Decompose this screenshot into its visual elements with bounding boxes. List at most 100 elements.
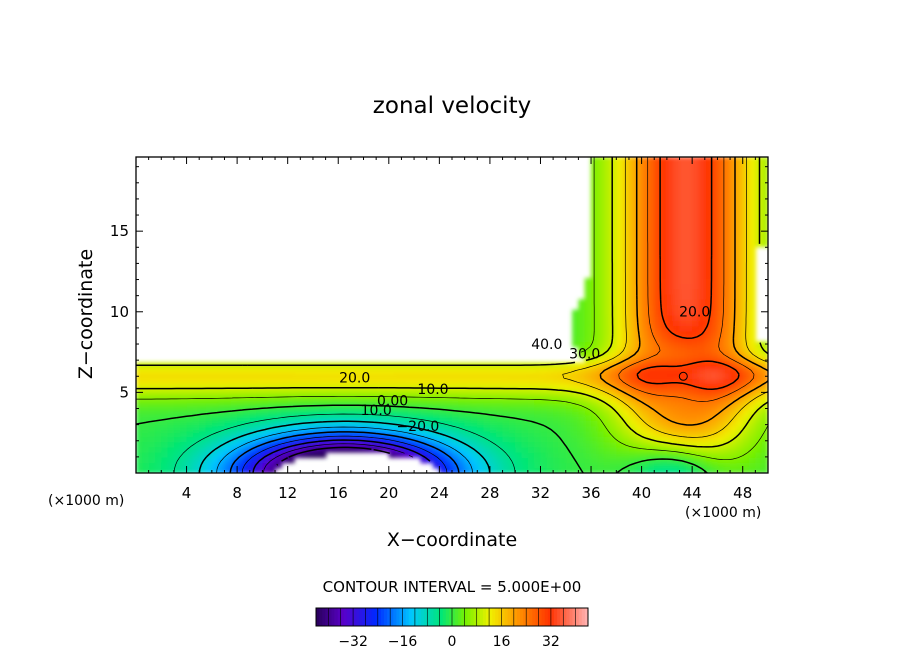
field-cell <box>755 367 763 374</box>
field-cell <box>749 293 757 300</box>
field-cell <box>565 446 573 453</box>
field-cell <box>635 367 643 374</box>
field-cell <box>622 372 630 379</box>
field-cell <box>154 415 162 422</box>
field-cell <box>256 383 264 390</box>
colorbar-swatch <box>504 608 509 626</box>
field-cell <box>167 409 175 416</box>
colorbar-swatch <box>560 608 564 626</box>
field-cell <box>749 325 757 332</box>
field-cell <box>660 183 668 190</box>
field-cell <box>610 157 618 163</box>
colorbar-swatch <box>544 608 549 626</box>
field-cell <box>224 420 232 427</box>
colorbar-tick-labels: −32 −16 0 16 32 <box>338 634 559 650</box>
field-cell <box>331 388 339 395</box>
field-cell <box>704 357 712 364</box>
field-cell <box>502 383 510 390</box>
field-cell <box>578 336 586 343</box>
field-cell <box>388 399 396 406</box>
field-cell <box>344 383 352 390</box>
field-cell <box>508 378 516 385</box>
field-cell <box>559 451 567 458</box>
field-cell <box>559 404 567 411</box>
field-cell <box>749 304 757 311</box>
field-cell <box>685 425 693 432</box>
field-cell <box>256 415 264 422</box>
field-cell <box>685 257 693 264</box>
field-cell <box>635 309 643 316</box>
field-cell <box>186 441 194 448</box>
field-cell <box>603 167 611 174</box>
field-cell <box>477 394 485 400</box>
field-cell <box>350 430 358 437</box>
colorbar-swatch <box>572 608 577 626</box>
field-cell <box>635 283 643 290</box>
field-cell <box>654 178 662 185</box>
field-cell <box>483 399 491 406</box>
colorbar-swatch <box>448 608 453 626</box>
field-cell <box>433 451 441 458</box>
field-cell <box>616 220 624 227</box>
field-cell <box>489 457 497 464</box>
field-cell <box>635 446 643 453</box>
field-cell <box>610 251 618 258</box>
field-cell <box>211 399 219 406</box>
field-cell <box>477 425 485 432</box>
field-cell <box>584 362 592 369</box>
field-cell <box>647 241 655 248</box>
field-cell <box>610 367 618 374</box>
field-cell <box>628 462 636 469</box>
field-cell <box>148 467 156 473</box>
field-cell <box>192 467 200 473</box>
field-cell <box>483 420 491 427</box>
field-cell <box>616 236 624 242</box>
field-cell <box>433 367 441 374</box>
field-cell <box>692 236 700 242</box>
field-cell <box>679 299 687 306</box>
field-cell <box>628 367 636 374</box>
field-cell <box>230 430 238 437</box>
field-cell <box>211 372 219 379</box>
field-cell <box>755 241 763 248</box>
field-cell <box>666 172 674 179</box>
colorbar-swatch <box>492 608 496 626</box>
colorbar-swatch <box>547 608 552 626</box>
field-cell <box>704 436 712 443</box>
field-cell <box>338 388 346 395</box>
field-cell <box>603 362 611 369</box>
field-cell <box>603 394 611 400</box>
field-cell <box>730 394 738 400</box>
field-cell <box>243 441 251 448</box>
field-cell <box>749 225 757 232</box>
field-cell <box>730 288 738 295</box>
field-cell <box>679 204 687 211</box>
field-cell <box>641 172 649 179</box>
field-cell <box>736 388 744 395</box>
field-cell <box>698 315 706 321</box>
field-cell <box>426 404 434 411</box>
field-cell <box>294 378 302 385</box>
field-cell <box>553 441 561 448</box>
field-cell <box>616 441 624 448</box>
field-cell <box>281 457 289 464</box>
field-cell <box>673 288 681 295</box>
field-cell <box>660 172 668 179</box>
field-cell <box>717 167 725 174</box>
field-cell <box>559 409 567 416</box>
field-cell <box>597 204 605 211</box>
field-cell <box>666 336 674 343</box>
field-cell <box>723 378 731 385</box>
field-cell <box>711 209 719 216</box>
field-cell <box>628 441 636 448</box>
field-cell <box>704 362 712 369</box>
field-cell <box>591 372 599 379</box>
field-cell <box>515 383 523 390</box>
field-cell <box>584 383 592 390</box>
field-cell <box>458 372 466 379</box>
field-cell <box>470 388 478 395</box>
field-cell <box>761 178 768 185</box>
field-cell <box>616 420 624 427</box>
field-cell <box>692 178 700 185</box>
field-cell <box>711 420 719 427</box>
